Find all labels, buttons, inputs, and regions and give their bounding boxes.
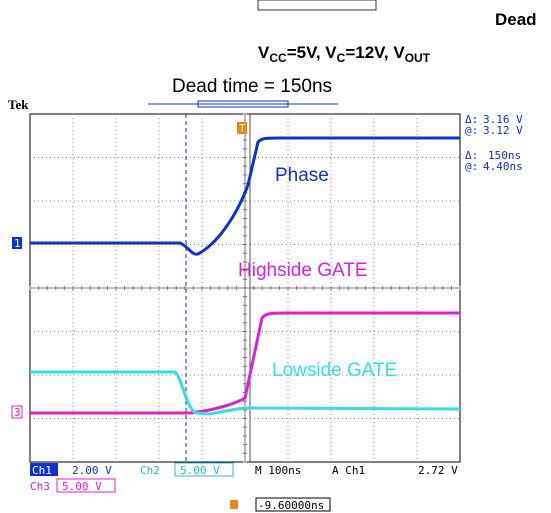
conditions: VCC=5V, VC=12V, VOUT: [258, 43, 431, 65]
status: Ch3: [30, 480, 50, 493]
status: 2.72 V: [418, 464, 458, 477]
box: [174, 462, 234, 477]
trig-icon: [230, 500, 238, 509]
ch3-marker-text: 3: [14, 406, 21, 419]
highside-trace: [30, 311, 460, 415]
cond: =12V,: [345, 43, 393, 62]
status: 2.00 V: [72, 464, 112, 477]
ch1-marker: [12, 237, 22, 249]
readout: @:: [465, 160, 478, 173]
readout: 3.12 V: [483, 124, 523, 137]
status: Ch2: [140, 464, 160, 477]
cond: V: [393, 43, 405, 62]
status: M 100ns: [255, 464, 301, 477]
ch3-marker: [11, 405, 23, 419]
cond: V: [258, 43, 270, 62]
status: -9.60000ns: [258, 499, 324, 512]
cond: C: [337, 51, 346, 65]
box: [255, 497, 331, 512]
status: Ch1: [32, 464, 52, 477]
readouts: Δ: 3.16 V @: 3.12 V Δ: 150ns @: 4.40ns: [465, 113, 523, 173]
status: A Ch1: [332, 464, 365, 477]
trigger-marker: [237, 122, 247, 134]
title: Dead: [495, 10, 537, 29]
subtitle: Dead time = 150ns: [172, 76, 332, 97]
status: 5.00 V: [180, 464, 220, 477]
readout: 3.16 V: [483, 113, 523, 126]
readout: 4.40ns: [483, 160, 523, 173]
box: [56, 478, 116, 493]
frame: [257, 0, 377, 11]
ch1-marker-text: 1: [14, 237, 21, 250]
readout: Δ:: [465, 113, 478, 126]
phase-trace: [30, 136, 460, 256]
readout: @:: [465, 124, 478, 137]
acq-window: [197, 100, 289, 108]
trigger-text: T: [239, 122, 246, 135]
cond: V: [325, 43, 337, 62]
highside-label: Highside GATE: [238, 260, 368, 281]
status: 5.00 V: [62, 480, 102, 493]
readout: Δ:: [465, 149, 478, 162]
lowside-trace: [30, 370, 461, 416]
readout: 150ns: [488, 149, 521, 162]
grid: [29, 113, 461, 463]
cond: CC: [269, 51, 287, 65]
cond: OUT: [405, 51, 431, 65]
brand: Tek: [8, 97, 29, 112]
status-bar: Ch1 2.00 V Ch2 5.00 V M 100ns A Ch1 2.72…: [30, 462, 458, 512]
lowside-label: Lowside GATE: [272, 360, 397, 381]
cond: =5V,: [287, 43, 326, 62]
ch1-tag: [30, 463, 58, 476]
phase-label: Phase: [275, 165, 329, 186]
